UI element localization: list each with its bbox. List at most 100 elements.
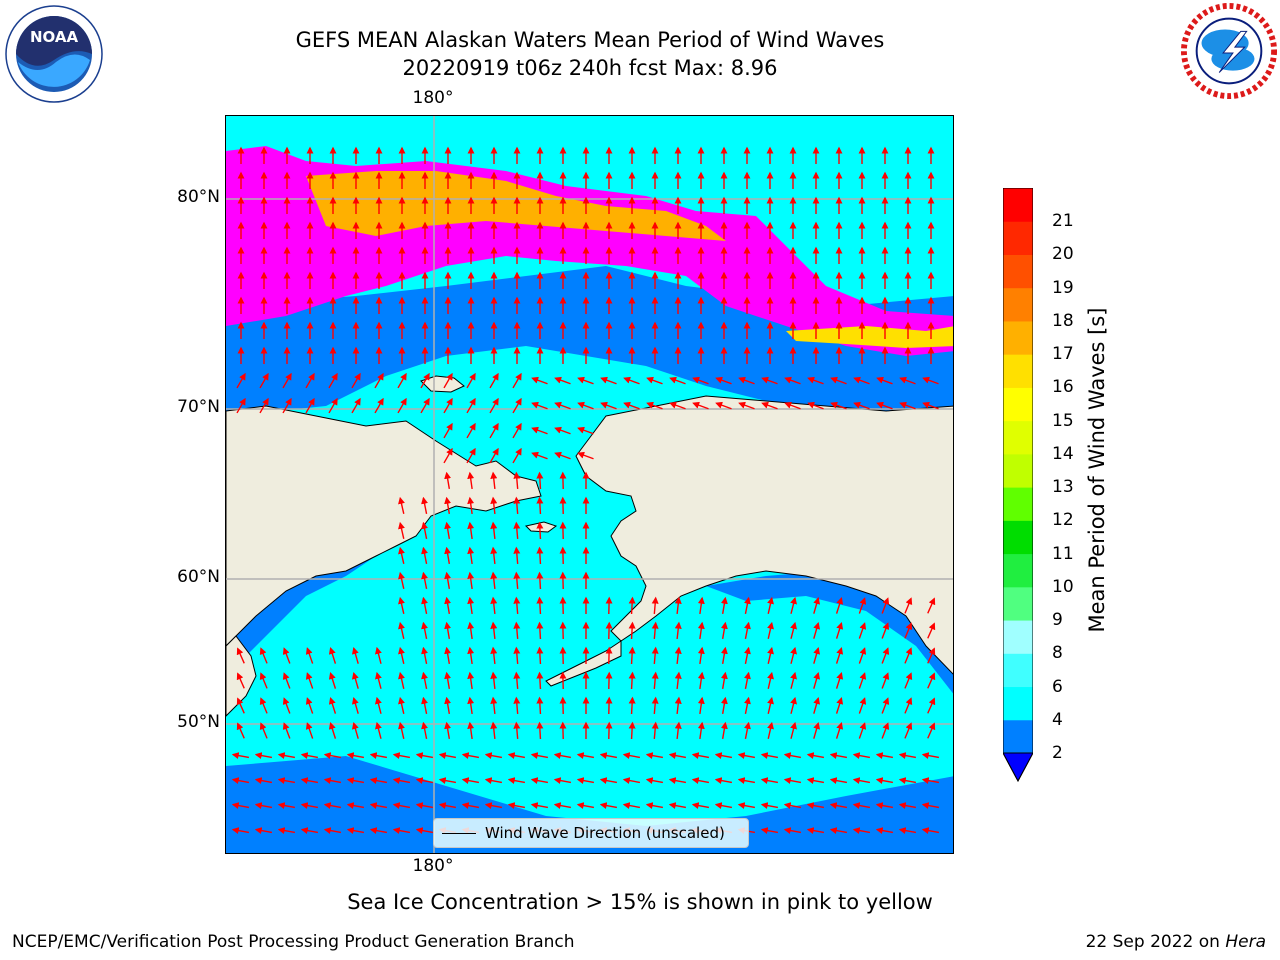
wind-wave-arrow bbox=[375, 721, 382, 739]
sea-ice-core bbox=[306, 171, 726, 241]
wind-wave-arrow bbox=[461, 802, 480, 810]
wind-wave-arrow bbox=[691, 802, 710, 810]
wind-wave-arrow bbox=[921, 752, 940, 760]
wind-wave-arrow bbox=[858, 722, 867, 739]
wind-wave-arrow bbox=[536, 571, 544, 590]
wind-wave-arrow bbox=[623, 376, 640, 385]
wind-wave-arrow bbox=[536, 496, 544, 515]
wind-wave-arrow bbox=[853, 401, 870, 410]
wind-wave-arrow bbox=[490, 571, 498, 590]
wind-wave-arrow bbox=[467, 471, 475, 490]
wind-wave-arrow bbox=[858, 647, 867, 664]
wind-wave-arrow bbox=[714, 752, 733, 760]
wind-wave-arrow bbox=[904, 697, 913, 714]
wind-wave-arrow bbox=[813, 671, 821, 689]
wind-wave-arrow bbox=[881, 597, 890, 614]
wind-wave-arrow bbox=[305, 672, 314, 689]
wind-wave-arrow bbox=[744, 596, 751, 614]
wind-wave-arrow bbox=[904, 672, 913, 689]
colorbar-tick-label: 21 bbox=[1052, 211, 1074, 232]
wind-wave-arrow bbox=[392, 802, 411, 810]
wind-wave-arrow bbox=[536, 471, 544, 490]
wind-wave-arrow bbox=[328, 397, 338, 414]
sea-ice-core-2 bbox=[786, 326, 953, 348]
wind-wave-arrow bbox=[576, 777, 595, 785]
wind-wave-arrow bbox=[415, 802, 434, 810]
wind-wave-arrow bbox=[254, 802, 273, 810]
wind-wave-arrow bbox=[651, 621, 659, 640]
wind-wave-arrow bbox=[674, 646, 682, 665]
wind-wave-arrow bbox=[646, 376, 663, 385]
wind-wave-arrow bbox=[421, 521, 428, 539]
colorbar-segment bbox=[1003, 420, 1033, 455]
wind-wave-arrow bbox=[806, 802, 825, 810]
wind-wave-arrow bbox=[421, 546, 428, 564]
colorbar-segment bbox=[1003, 487, 1033, 521]
wind-wave-arrow bbox=[444, 696, 452, 715]
wind-wave-arrow bbox=[530, 777, 549, 785]
wind-wave-arrow bbox=[697, 721, 705, 740]
wind-wave-arrow bbox=[692, 401, 709, 410]
colorbar-segment bbox=[1003, 553, 1033, 588]
wind-wave-arrow bbox=[490, 671, 498, 690]
wind-wave-arrow bbox=[536, 696, 544, 715]
wind-wave-arrow bbox=[744, 646, 751, 664]
wind-wave-arrow bbox=[921, 777, 940, 785]
wind-wave-arrow bbox=[927, 647, 936, 664]
wind-wave-arrow bbox=[858, 597, 867, 614]
wind-wave-arrow bbox=[881, 722, 890, 739]
wind-wave-arrow bbox=[927, 697, 936, 714]
wind-wave-arrow bbox=[398, 496, 405, 514]
wind-wave-arrow bbox=[512, 372, 522, 389]
wind-wave-arrow bbox=[490, 546, 498, 565]
wind-wave-arrow bbox=[790, 646, 797, 664]
wind-wave-arrow bbox=[738, 376, 755, 385]
wind-wave-arrow bbox=[927, 597, 936, 614]
wind-wave-arrow bbox=[737, 752, 756, 760]
wind-wave-arrow bbox=[513, 596, 521, 615]
wind-wave-arrow bbox=[835, 597, 844, 614]
wind-wave-arrow bbox=[420, 397, 430, 414]
wind-wave-arrow bbox=[398, 671, 405, 689]
wind-wave-arrow bbox=[829, 802, 848, 810]
wind-wave-arrow bbox=[421, 646, 428, 664]
wind-wave-arrow bbox=[236, 672, 245, 689]
wind-wave-arrow bbox=[444, 646, 452, 665]
wind-wave-arrow bbox=[829, 752, 848, 760]
wind-wave-direction-arrows bbox=[231, 146, 940, 835]
wind-wave-arrow bbox=[254, 827, 273, 835]
wind-wave-arrow bbox=[507, 752, 526, 760]
wind-wave-arrow bbox=[531, 401, 548, 410]
wind-wave-arrow bbox=[259, 672, 268, 689]
wind-wave-arrow bbox=[346, 802, 365, 810]
colorbar-segment bbox=[1003, 387, 1033, 422]
longitude-label-top: 180° bbox=[412, 88, 454, 108]
wind-wave-arrow bbox=[490, 596, 498, 615]
wind-wave-arrow bbox=[466, 372, 476, 389]
wind-wave-arrow bbox=[489, 372, 499, 389]
latitude-label-60n: 60°N bbox=[177, 567, 220, 587]
wind-wave-arrow bbox=[444, 546, 452, 565]
wind-wave-arrow bbox=[536, 671, 544, 690]
wind-wave-arrow bbox=[554, 451, 571, 460]
wind-wave-arrow bbox=[305, 697, 314, 714]
noaa-logo: NOAA bbox=[5, 5, 103, 103]
wind-wave-arrow bbox=[323, 827, 342, 835]
wind-wave-arrow bbox=[231, 802, 250, 810]
colorbar-segment bbox=[1003, 354, 1033, 388]
footer-machine: Hera bbox=[1225, 932, 1266, 952]
colorbar-outline bbox=[1003, 188, 1033, 783]
wind-wave-arrow bbox=[323, 752, 342, 760]
colorbar-tick-label: 11 bbox=[1052, 543, 1074, 564]
wind-wave-arrow bbox=[300, 752, 319, 760]
wind-wave-arrow bbox=[875, 752, 894, 760]
wind-wave-arrow bbox=[489, 397, 499, 414]
wind-wave-arrow bbox=[398, 571, 405, 589]
wind-wave-arrow bbox=[443, 447, 453, 464]
wind-wave-arrow bbox=[489, 447, 499, 464]
wind-wave-arrow bbox=[645, 802, 664, 810]
wind-wave-arrow bbox=[461, 777, 480, 785]
wind-wave-arrow bbox=[720, 721, 728, 740]
wind-wave-arrow bbox=[398, 696, 405, 714]
wind-wave-arrow bbox=[369, 777, 388, 785]
